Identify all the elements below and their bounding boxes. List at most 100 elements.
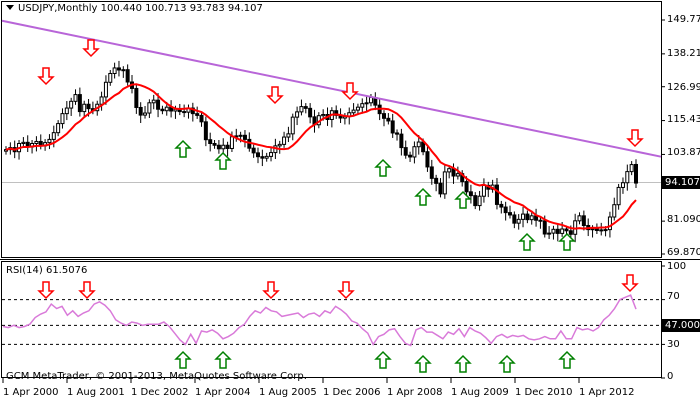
candle-body bbox=[225, 144, 230, 149]
candle-body bbox=[351, 109, 356, 114]
candle-body bbox=[425, 151, 430, 168]
candle-body bbox=[295, 111, 300, 118]
copyright-text: GCM MetaTrader, © 2001-2013, MetaQuotes … bbox=[6, 371, 307, 382]
rsi-sell-arrow-icon bbox=[78, 281, 96, 300]
candle-body bbox=[421, 141, 426, 153]
candle-body bbox=[277, 143, 282, 147]
candle-body bbox=[599, 229, 604, 232]
candle-body bbox=[438, 182, 443, 195]
candle-body bbox=[34, 140, 39, 145]
rsi-buy-arrow-icon bbox=[414, 354, 432, 373]
buy-arrow-icon bbox=[374, 158, 392, 177]
candle-body bbox=[386, 117, 391, 122]
time-label: 1 Dec 2006 bbox=[323, 387, 381, 398]
time-label: 1 Dec 2002 bbox=[131, 387, 189, 398]
candle-body bbox=[360, 103, 365, 108]
candle-body bbox=[382, 113, 386, 119]
time-label: 1 Apr 2004 bbox=[195, 387, 251, 398]
candle-body bbox=[551, 228, 556, 234]
candle-body bbox=[112, 67, 117, 75]
rsi-level-label: 70 bbox=[667, 291, 680, 302]
candle-body bbox=[308, 107, 313, 118]
candle-body bbox=[260, 156, 265, 159]
candle-body bbox=[442, 171, 447, 195]
candle-body bbox=[47, 138, 52, 144]
price-label: 103.870 bbox=[667, 147, 700, 158]
candle-body bbox=[321, 114, 326, 117]
candle-body bbox=[560, 228, 565, 234]
candle-body bbox=[564, 228, 569, 232]
candle-body bbox=[429, 166, 434, 179]
candle-body bbox=[368, 97, 373, 104]
dropdown-triangle-icon[interactable] bbox=[6, 5, 14, 10]
time-label: 1 Apr 2000 bbox=[3, 387, 59, 398]
candle-body bbox=[364, 102, 369, 105]
price-label: 69.870 bbox=[667, 247, 700, 258]
rsi-buy-arrow-icon bbox=[454, 354, 472, 373]
candle-body bbox=[390, 120, 395, 134]
candle-body bbox=[508, 212, 512, 216]
candle-body bbox=[416, 141, 421, 148]
symbol-ohlc-label: USDJPY,Monthly 100.440 100.713 93.783 94… bbox=[18, 3, 263, 14]
candle-body bbox=[481, 184, 486, 197]
candle-body bbox=[473, 195, 478, 207]
candle-body bbox=[56, 123, 61, 134]
candle-body bbox=[612, 204, 617, 218]
buy-arrow-icon bbox=[174, 139, 192, 158]
candle-body bbox=[212, 143, 217, 146]
rsi-level-label: 100 bbox=[667, 261, 687, 272]
candle-body bbox=[121, 69, 126, 72]
candle-body bbox=[64, 107, 69, 115]
candle-body bbox=[581, 215, 586, 227]
candle-body bbox=[143, 112, 148, 116]
rsi-sell-arrow-icon bbox=[37, 281, 55, 300]
rsi-buy-arrow-icon bbox=[174, 350, 192, 369]
rsi-sell-arrow-icon bbox=[262, 281, 280, 300]
candle-body bbox=[607, 216, 612, 231]
candle-body bbox=[434, 177, 439, 184]
candle-body bbox=[512, 214, 517, 224]
candle-body bbox=[547, 232, 552, 235]
candle-body bbox=[468, 191, 473, 197]
candle-body bbox=[568, 230, 573, 235]
candle-body bbox=[412, 146, 417, 158]
candle-body bbox=[160, 108, 165, 112]
sell-arrow-icon bbox=[37, 67, 55, 86]
candle-body bbox=[269, 152, 274, 157]
candle-body bbox=[229, 136, 234, 149]
candle-body bbox=[355, 106, 360, 111]
rsi-sell-arrow-icon bbox=[337, 281, 355, 300]
candle-body bbox=[494, 184, 499, 205]
candle-body bbox=[199, 114, 204, 123]
candle-body bbox=[521, 213, 526, 220]
price-label: 138.210 bbox=[667, 48, 700, 59]
candle-body bbox=[499, 203, 504, 208]
candle-body bbox=[60, 113, 65, 125]
candle-body bbox=[594, 228, 599, 231]
candle-body bbox=[538, 219, 543, 222]
candle-body bbox=[525, 213, 530, 221]
buy-arrow-icon bbox=[214, 151, 232, 170]
candle-body bbox=[634, 163, 638, 184]
rsi-sell-arrow-icon bbox=[621, 274, 639, 293]
sell-arrow-icon bbox=[266, 86, 284, 105]
price-label: 115.430 bbox=[667, 114, 700, 125]
candle-body bbox=[203, 121, 208, 141]
time-label: 1 Apr 2008 bbox=[387, 387, 443, 398]
candle-body bbox=[221, 144, 226, 150]
candle-body bbox=[164, 106, 169, 112]
candle-body bbox=[151, 99, 156, 104]
rsi-buy-arrow-icon bbox=[214, 350, 232, 369]
candle-body bbox=[256, 152, 260, 158]
rsi-buy-arrow-icon bbox=[374, 350, 392, 369]
candle-body bbox=[603, 229, 608, 232]
candle-body bbox=[290, 116, 295, 135]
candle-body bbox=[464, 181, 469, 193]
candle-body bbox=[108, 73, 113, 83]
price-label: 126.990 bbox=[667, 82, 700, 93]
candle-body bbox=[51, 132, 56, 140]
candle-body bbox=[286, 133, 291, 138]
current-price-tag: 94.107 bbox=[662, 176, 700, 189]
candle-body bbox=[503, 206, 508, 214]
